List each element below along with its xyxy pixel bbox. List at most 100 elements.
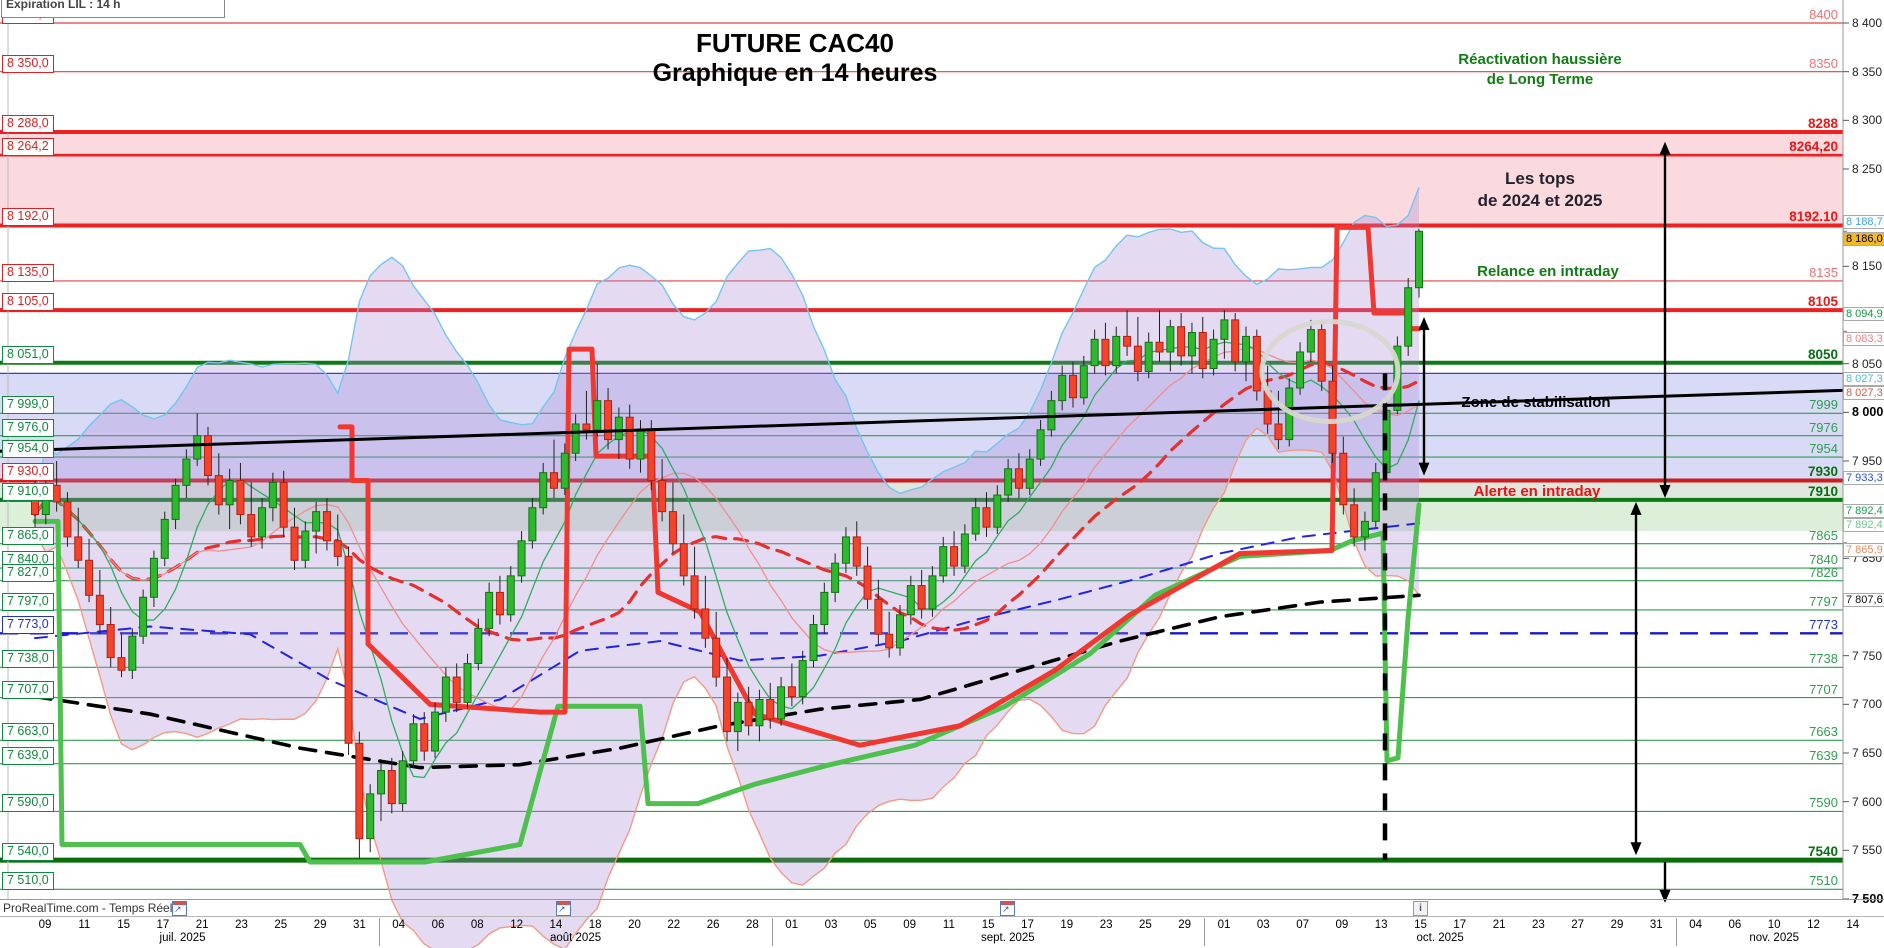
candle	[1317, 329, 1326, 382]
calendar-icon[interactable]: ↗	[1000, 901, 1015, 916]
left-price-label: 7 590,0	[2, 794, 54, 813]
date-tick-label: 08	[470, 919, 484, 931]
candle	[1231, 319, 1240, 363]
date-tick-label: 09	[903, 919, 916, 931]
candle	[182, 458, 191, 486]
calendar-icon[interactable]: ↗	[556, 901, 571, 916]
axis-tick-label: 8 300	[1852, 113, 1883, 128]
candle	[1025, 458, 1034, 489]
axis-tick-label: 7 550	[1852, 843, 1883, 858]
candle	[485, 591, 494, 629]
candle	[766, 698, 775, 720]
candle	[1004, 468, 1013, 496]
candle	[236, 479, 245, 516]
candle	[1198, 332, 1207, 370]
candle	[993, 494, 1002, 528]
right-price-label: 8400	[1809, 7, 1838, 22]
right-price-label: 7639	[1809, 747, 1838, 763]
candle	[74, 536, 83, 561]
month-separator	[1675, 918, 1677, 946]
candle	[301, 530, 310, 561]
right-price-label: 7910	[1807, 483, 1838, 499]
right-price-label: 7976	[1809, 419, 1838, 435]
right-price-label: 8288	[1807, 116, 1838, 131]
candle	[420, 723, 429, 752]
candle	[1036, 429, 1045, 460]
plot-bottom-border	[0, 899, 1884, 900]
candle	[971, 507, 980, 535]
axis-tick-label: 7 600	[1852, 794, 1883, 809]
candle	[279, 481, 288, 528]
left-price-label: 7 797,0	[2, 592, 54, 611]
ma-red-thin	[34, 346, 1420, 711]
axis-tick-label: 8 350	[1852, 64, 1883, 79]
axis-tick-label: 7 650	[1852, 746, 1883, 760]
date-tick-label: 18	[588, 919, 602, 931]
candle	[1187, 332, 1196, 357]
candles-layer	[31, 228, 1423, 859]
candle	[831, 562, 840, 593]
right-price-label: 7707	[1809, 681, 1838, 697]
axis-tick-label: 8 000	[1852, 405, 1884, 420]
left-price-label: 7 663,0	[2, 723, 54, 742]
candle	[798, 660, 807, 698]
candle	[1339, 452, 1348, 506]
candle	[625, 416, 634, 460]
calendar-icon[interactable]: ↗	[172, 901, 187, 916]
candle	[1274, 423, 1283, 441]
date-tick-label: 15	[117, 919, 130, 931]
date-tick-label: 12	[510, 919, 523, 931]
candle	[906, 585, 915, 616]
right-price-label: 7797	[1809, 593, 1838, 609]
info-icon[interactable]: i	[1413, 901, 1428, 916]
date-tick-label: 29	[1610, 919, 1624, 931]
right-price-label: 7540	[1807, 844, 1838, 860]
candle	[1155, 341, 1164, 353]
date-tick-label: 14	[549, 919, 563, 931]
date-tick-label: 01	[785, 919, 799, 931]
candle	[214, 475, 223, 506]
date-tick-label: 06	[1728, 919, 1742, 931]
candle	[1058, 374, 1067, 402]
right-price-label: 7999	[1809, 397, 1838, 413]
candle	[950, 546, 959, 567]
ma-red-dashed	[33, 361, 1421, 642]
candle	[939, 546, 948, 577]
candle	[247, 514, 256, 538]
candle	[387, 770, 396, 805]
candle	[1415, 230, 1423, 289]
annotation-reactivation: Réactivation haussière de Long Terme	[1458, 51, 1622, 88]
right-price-label: 7738	[1809, 651, 1838, 667]
right-price-label: 7663	[1809, 724, 1838, 740]
left-price-label: 7 540,0	[2, 843, 54, 862]
candle	[106, 624, 115, 659]
annotation-alerte: Alerte en intraday	[1473, 483, 1601, 500]
candle	[1350, 504, 1359, 538]
candle	[539, 472, 548, 509]
candle	[171, 484, 180, 520]
right-price-label: 7865	[1809, 527, 1838, 543]
left-price-label: 7 639,0	[2, 746, 54, 765]
date-tick-label: 10	[1767, 919, 1781, 931]
candle	[160, 518, 169, 559]
candle	[452, 676, 461, 703]
date-tick-label: 31	[1649, 919, 1663, 931]
price-tag: 8 188,7	[1843, 215, 1884, 230]
candle	[896, 614, 904, 649]
price-tag: 8 027,3	[1843, 372, 1884, 387]
date-tick-label: 06	[431, 919, 445, 931]
price-tag: 8 094,9	[1843, 307, 1884, 322]
date-tick-label: 07	[1296, 919, 1309, 931]
date-tick-label: 11	[942, 919, 955, 931]
date-tick-label: 21	[195, 919, 209, 931]
date-tick-label: 15	[981, 919, 995, 931]
date-tick-label: 13	[1374, 919, 1388, 931]
candle	[960, 533, 969, 567]
date-tick-label: 15	[1414, 919, 1427, 931]
right-price-label: 8105	[1807, 294, 1838, 310]
candle	[917, 585, 926, 610]
axis-tick-label: 8 150	[1852, 259, 1883, 274]
chart-title-block: FUTURE CAC40 Graphique en 14 heures	[653, 28, 938, 88]
candle	[312, 511, 321, 532]
